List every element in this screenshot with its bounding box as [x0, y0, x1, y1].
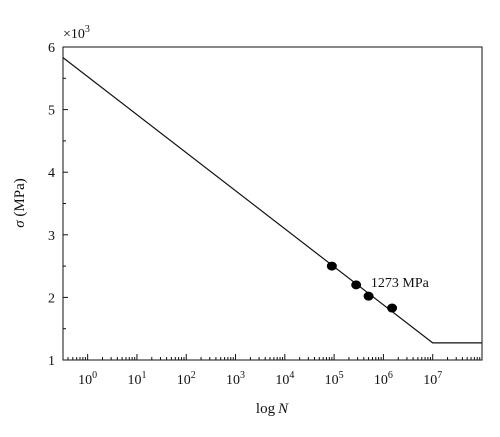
x-tick-label: 105 [325, 370, 344, 388]
x-axis-label: log N [256, 401, 289, 417]
y-multiplier-base: ×10 [63, 27, 85, 42]
x-tick-label: 106 [374, 370, 393, 388]
x-tick-exponent: 1 [141, 370, 146, 381]
x-tick-label: 100 [78, 370, 97, 388]
x-tick-exponent: 6 [388, 370, 393, 381]
annotation-1273-mpa: 1273 MPa [371, 276, 430, 291]
x-tick-exponent: 2 [191, 370, 196, 381]
x-tick-base: 10 [275, 373, 289, 388]
y-tick-label: 6 [48, 41, 55, 56]
y-multiplier-exponent: 3 [85, 24, 90, 35]
x-tick-label: 102 [177, 370, 196, 388]
y-tick-label: 4 [48, 166, 55, 181]
y-multiplier-label: ×103 [63, 24, 90, 42]
x-tick-base: 10 [177, 373, 191, 388]
x-axis-ticks: 100 101 102 103 104 105 106 107 [67, 354, 483, 388]
x-tick-base: 10 [78, 373, 92, 388]
x-tick-exponent: 4 [289, 370, 294, 381]
x-tick-exponent: 5 [339, 370, 344, 381]
y-tick-label: 3 [48, 229, 55, 244]
x-tick-base: 10 [374, 373, 388, 388]
y-tick-label: 2 [48, 291, 55, 306]
x-tick-base: 10 [423, 373, 437, 388]
data-point [326, 261, 337, 271]
sn-curve-line [62, 57, 482, 344]
y-tick-label: 5 [48, 104, 55, 119]
x-axis-prefix: log [256, 401, 276, 417]
y-tick-label: 1 [48, 354, 55, 369]
x-tick-label: 103 [226, 370, 245, 388]
x-tick-exponent: 7 [437, 370, 442, 381]
y-axis-unit: (MPa) [12, 178, 28, 220]
x-tick-exponent: 3 [240, 370, 245, 381]
data-point [387, 303, 398, 313]
data-point [363, 291, 374, 301]
x-tick-exponent: 0 [92, 370, 97, 381]
x-tick-label: 104 [275, 370, 294, 388]
x-tick-base: 10 [127, 373, 141, 388]
data-points [326, 261, 398, 313]
x-tick-label: 107 [423, 370, 442, 388]
x-axis-variable: N [277, 401, 289, 417]
y-axis-label: σ (MPa) [12, 178, 28, 227]
plot-frame [62, 46, 483, 361]
x-tick-label: 101 [127, 370, 146, 388]
x-tick-base: 10 [325, 373, 339, 388]
y-axis-ticks: 1 2 3 4 5 6 [48, 41, 68, 369]
y-axis-symbol: σ [12, 220, 28, 228]
x-tick-base: 10 [226, 373, 240, 388]
data-point [351, 280, 362, 290]
